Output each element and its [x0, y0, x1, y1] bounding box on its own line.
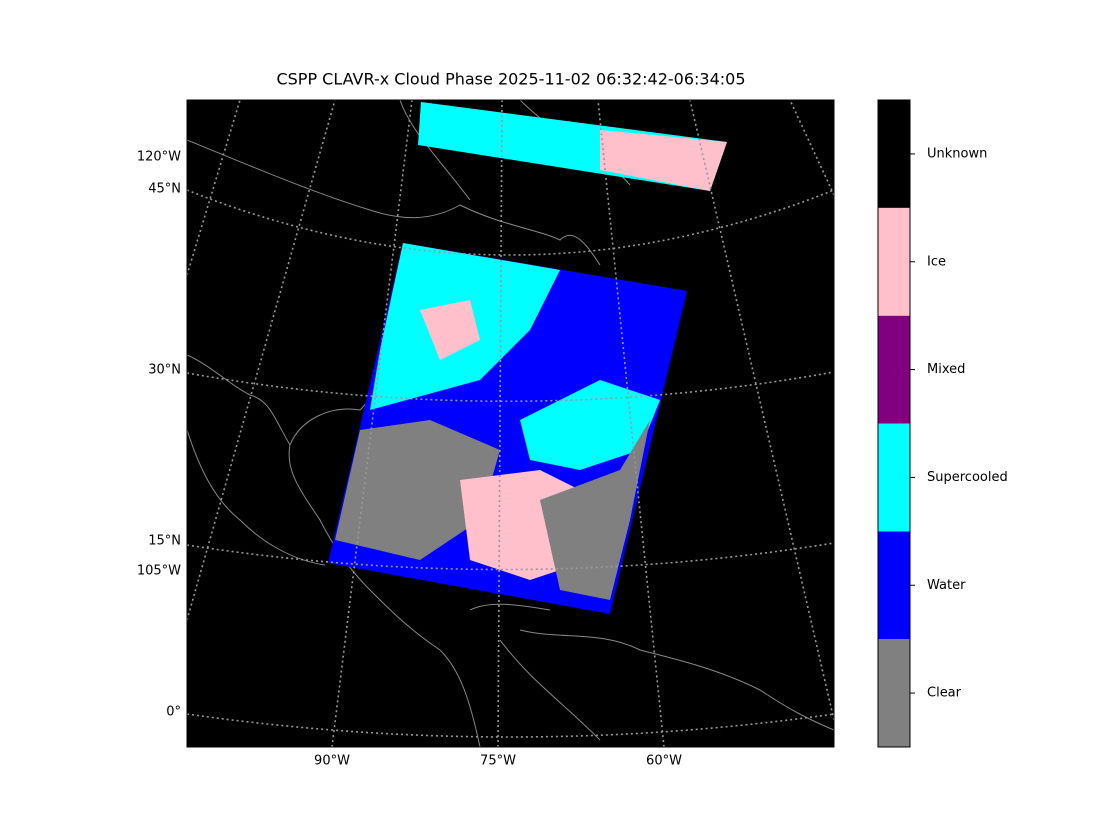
satellite-swath	[328, 102, 727, 614]
map-frame	[186, 99, 835, 748]
colorbar: Clear Water Supercooled Mixed Ice Unknown	[877, 99, 1008, 748]
colorbar-label: Water	[927, 578, 966, 593]
colorbar-segment	[878, 531, 910, 640]
graticule	[187, 100, 834, 747]
colorbar-segment	[878, 207, 910, 316]
colorbar-segment	[878, 423, 910, 532]
lat-lon-label: 30°N	[148, 363, 181, 378]
colorbar-segment	[878, 639, 910, 747]
map-area	[187, 100, 834, 747]
lat-lon-label: 0°	[166, 705, 181, 720]
axis-labels: 120°W 45°N 30°N 15°N 105°W 0° 90°W 75°W 60°W	[137, 150, 682, 769]
map-title: CSPP CLAVR-x Cloud Phase 2025-11-02 06:3…	[276, 70, 745, 89]
colorbar-segment	[878, 315, 910, 424]
lon-label: 75°W	[480, 754, 516, 769]
lat-lon-label: 45°N	[148, 182, 181, 197]
lat-lon-label: 120°W	[137, 150, 181, 165]
colorbar-frame	[877, 99, 911, 748]
lon-label: 60°W	[646, 754, 682, 769]
colorbar-label: Unknown	[927, 146, 987, 161]
lat-lon-label: 15°N	[148, 534, 181, 549]
colorbar-label: Clear	[927, 686, 962, 701]
lat-lon-label: 105°W	[137, 564, 181, 579]
coastlines	[187, 100, 834, 747]
colorbar-label: Ice	[927, 254, 946, 269]
lon-label: 90°W	[314, 754, 350, 769]
colorbar-segment	[878, 100, 910, 208]
colorbar-label: Supercooled	[927, 470, 1008, 485]
colorbar-label: Mixed	[927, 362, 965, 377]
